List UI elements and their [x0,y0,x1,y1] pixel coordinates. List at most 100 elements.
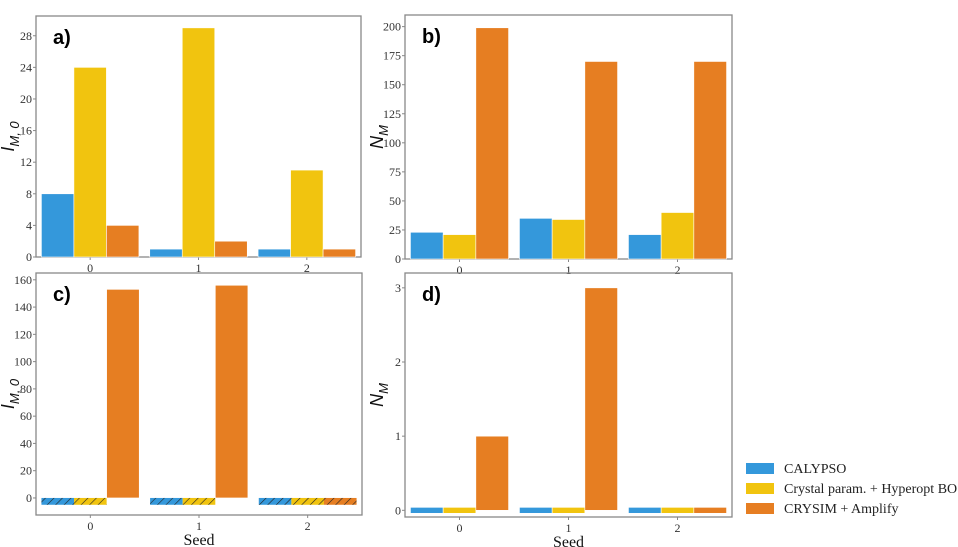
x-tick-label: 0 [457,521,463,535]
y-tick-label: 50 [389,194,401,208]
y-axis-label: NM [367,383,391,407]
x-tick-label: 1 [196,261,202,275]
legend-swatch [746,483,774,494]
plot-frame [404,272,733,518]
bar [519,507,553,514]
y-tick-label: 28 [20,29,32,43]
y-tick-label: 200 [383,20,401,34]
y-tick-label: 125 [383,107,401,121]
y-tick-label: 60 [20,409,32,423]
y-tick-label: 140 [14,300,32,314]
bar-hatch-overlay [258,497,292,505]
y-tick-label: 0 [395,252,401,266]
bar [628,507,662,514]
y-tick-label: 24 [20,60,32,74]
x-tick-label: 0 [457,263,463,277]
bar [475,435,509,511]
bar-hatch-overlay [323,497,357,505]
y-tick-label: 80 [20,382,32,396]
x-tick-label: 1 [196,519,202,533]
bar [551,219,586,260]
y-tick-label: 150 [383,78,401,92]
bar [215,284,249,499]
y-tick-label: 8 [26,187,32,201]
y-tick-label: 160 [14,273,32,287]
y-tick-label: 1 [395,429,401,443]
bar [660,212,695,260]
bar [106,225,140,258]
y-tick-label: 4 [26,218,32,232]
y-tick-label: 20 [20,464,32,478]
y-tick-label: 3 [395,281,401,295]
panel-label: d) [422,284,441,306]
bar [442,234,477,260]
bar-hatch-overlay [291,497,324,505]
panel-b: 0 25 50 75 100 125 150 175 200 0 1 2 b) NM [367,14,733,277]
bar [106,289,140,499]
bar [628,234,662,260]
bar [73,67,107,258]
x-tick-label: 1 [566,263,572,277]
y-tick-label: 0 [26,250,32,264]
legend-label: CALYPSO [784,462,846,477]
y-axis-label: IM, 0 [0,121,22,152]
panel-label: a) [53,27,71,49]
x-tick-label: 2 [675,521,681,535]
y-tick-label: 12 [20,155,32,169]
panel-label: c) [53,284,71,306]
bar [693,507,727,514]
x-tick-label: 2 [304,261,310,275]
bar [41,193,75,258]
y-tick-label: 40 [20,436,32,450]
bar [584,61,618,260]
legend-swatch [746,463,774,474]
bar-hatch-overlay [150,497,183,505]
bar [442,507,477,514]
panel-c: 0 20 40 60 80 100 120 140 160 0 1 2 c) IM, 0 Seed [0,272,363,547]
bar [551,507,586,514]
y-tick-label: 120 [14,327,32,341]
bar-hatch-overlay [182,497,216,505]
bar [290,169,324,258]
y-tick-label: 20 [20,92,32,106]
y-tick-label: 0 [26,491,32,505]
x-tick-label: 2 [305,519,311,533]
bar [519,218,553,260]
y-tick-label: 25 [389,223,401,237]
bar [584,287,618,511]
y-tick-label: 175 [383,49,401,63]
bar-hatch-overlay [74,497,107,505]
y-tick-label: 100 [14,355,32,369]
x-tick-label: 2 [675,263,681,277]
x-tick-label: 1 [566,521,572,535]
y-axis-label: IM, 0 [0,378,22,409]
bar [660,507,695,514]
y-tick-label: 2 [395,355,401,369]
x-axis-label: Seed [183,532,214,547]
bar [410,231,444,260]
x-tick-label: 0 [87,519,93,533]
bar-hatch-overlay [41,497,75,505]
x-tick-label: 0 [87,261,93,275]
bar [475,27,509,260]
x-axis-label: Seed [553,534,584,547]
bar [322,248,356,258]
legend-swatch [746,503,774,514]
legend: CALYPSO Crystal param. + Hyperopt BO CRYSI… [746,462,957,517]
bar [257,248,291,258]
bar [693,61,727,260]
bar [410,507,444,514]
bar [181,27,216,258]
y-tick-label: 75 [389,165,401,179]
bar [149,248,183,258]
plot-frame [35,272,363,516]
bar [214,240,248,258]
legend-label: Crystal param. + Hyperopt BO [784,482,957,497]
y-tick-label: 16 [20,124,32,138]
panel-d: 0 1 2 3 0 1 2 d) NM Seed [367,272,733,547]
y-tick-label: 0 [395,503,401,517]
legend-label: CRYSIM + Amplify [784,502,898,517]
y-axis-label: NM [367,125,391,149]
